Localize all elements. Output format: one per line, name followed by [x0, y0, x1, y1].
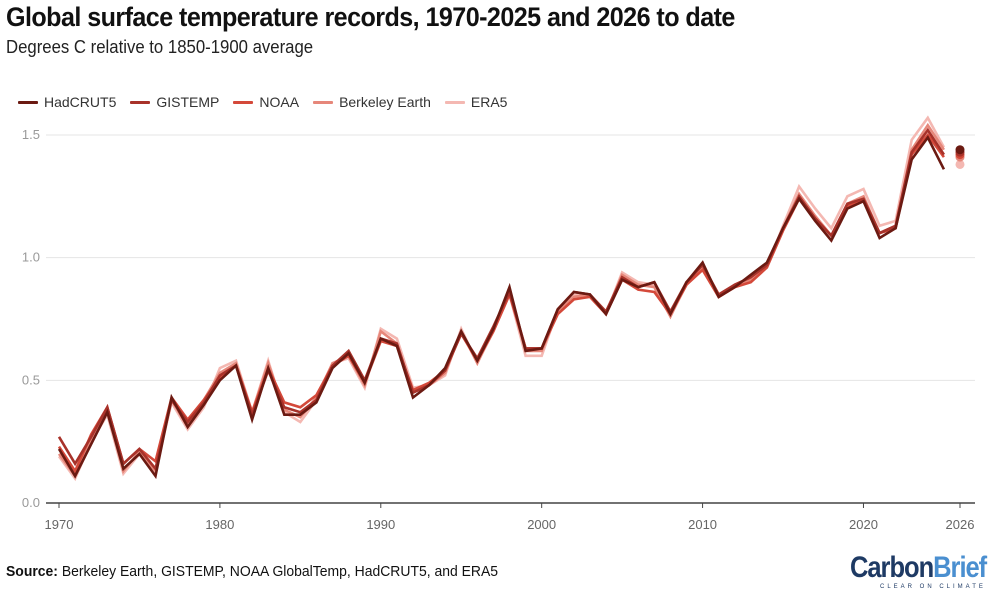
series-lines	[57, 115, 946, 482]
legend-swatch-berkeley-earth	[313, 100, 334, 104]
legend-item-hadcrut5: HadCRUT5	[18, 94, 116, 110]
chart-title: Global surface temperature records, 1970…	[6, 2, 735, 32]
legend: HadCRUT5 GISTEMP NOAA Berkeley Earth ERA…	[18, 94, 521, 110]
x-tick-label: 2000	[527, 517, 556, 532]
x-tick-label: 1980	[205, 517, 234, 532]
legend-label-noaa: NOAA	[259, 94, 300, 110]
logo-brief: Brief	[933, 551, 987, 584]
current-year-dot-era5	[955, 159, 965, 169]
y-tick-label: 1.5	[22, 127, 40, 142]
series-line-hadcrut5	[57, 135, 946, 480]
legend-label-hadcrut5: HadCRUT5	[44, 94, 117, 110]
source-text: Berkeley Earth, GISTEMP, NOAA GlobalTemp…	[57, 563, 499, 580]
y-axis: 0.0 0.5 1.0 1.5	[22, 127, 40, 510]
legend-label-era5: ERA5	[470, 94, 508, 110]
legend-label-gistemp: GISTEMP	[156, 94, 220, 110]
logo-tagline: CLEAR ON CLIMATE	[880, 584, 986, 590]
carbon-brief-logo: CarbonBrief CLEAR ON CLIMATE	[850, 551, 990, 591]
source-label: Source:	[6, 563, 58, 580]
series-line-gistemp	[57, 127, 945, 472]
x-tick-label: 2026	[946, 517, 975, 532]
source-note: Source: Berkeley Earth, GISTEMP, NOAA Gl…	[6, 563, 498, 580]
legend-item-gistemp: GISTEMP	[130, 94, 219, 110]
legend-item-noaa: NOAA	[233, 94, 299, 110]
y-tick-label: 0.0	[22, 495, 40, 510]
logo-carbon: Carbon	[850, 551, 934, 584]
legend-swatch-gistemp	[130, 100, 151, 104]
x-tick-label: 2010	[688, 517, 717, 532]
chart-subtitle: Degrees C relative to 1850-1900 average	[6, 37, 314, 57]
x-tick-label: 1990	[366, 517, 395, 532]
legend-label-berkeley-earth: Berkeley Earth	[339, 94, 431, 110]
x-axis: 1970 1980 1990 2000 2010 2020 2026	[45, 502, 975, 532]
y-tick-label: 0.5	[22, 372, 40, 387]
legend-swatch-noaa	[233, 100, 254, 104]
x-tick-label: 1970	[45, 517, 74, 532]
current-year-dots	[955, 145, 965, 169]
legend-item-berkeley-earth: Berkeley Earth	[313, 94, 431, 110]
y-tick-label: 1.0	[22, 250, 40, 265]
legend-swatch-era5	[444, 100, 465, 104]
x-tick-label: 2020	[849, 517, 878, 532]
legend-item-era5: ERA5	[444, 94, 508, 110]
gridlines	[46, 134, 975, 381]
legend-swatch-hadcrut5	[18, 100, 38, 104]
series-line-era5	[57, 115, 946, 482]
current-year-dot-hadcrut5	[955, 145, 965, 155]
